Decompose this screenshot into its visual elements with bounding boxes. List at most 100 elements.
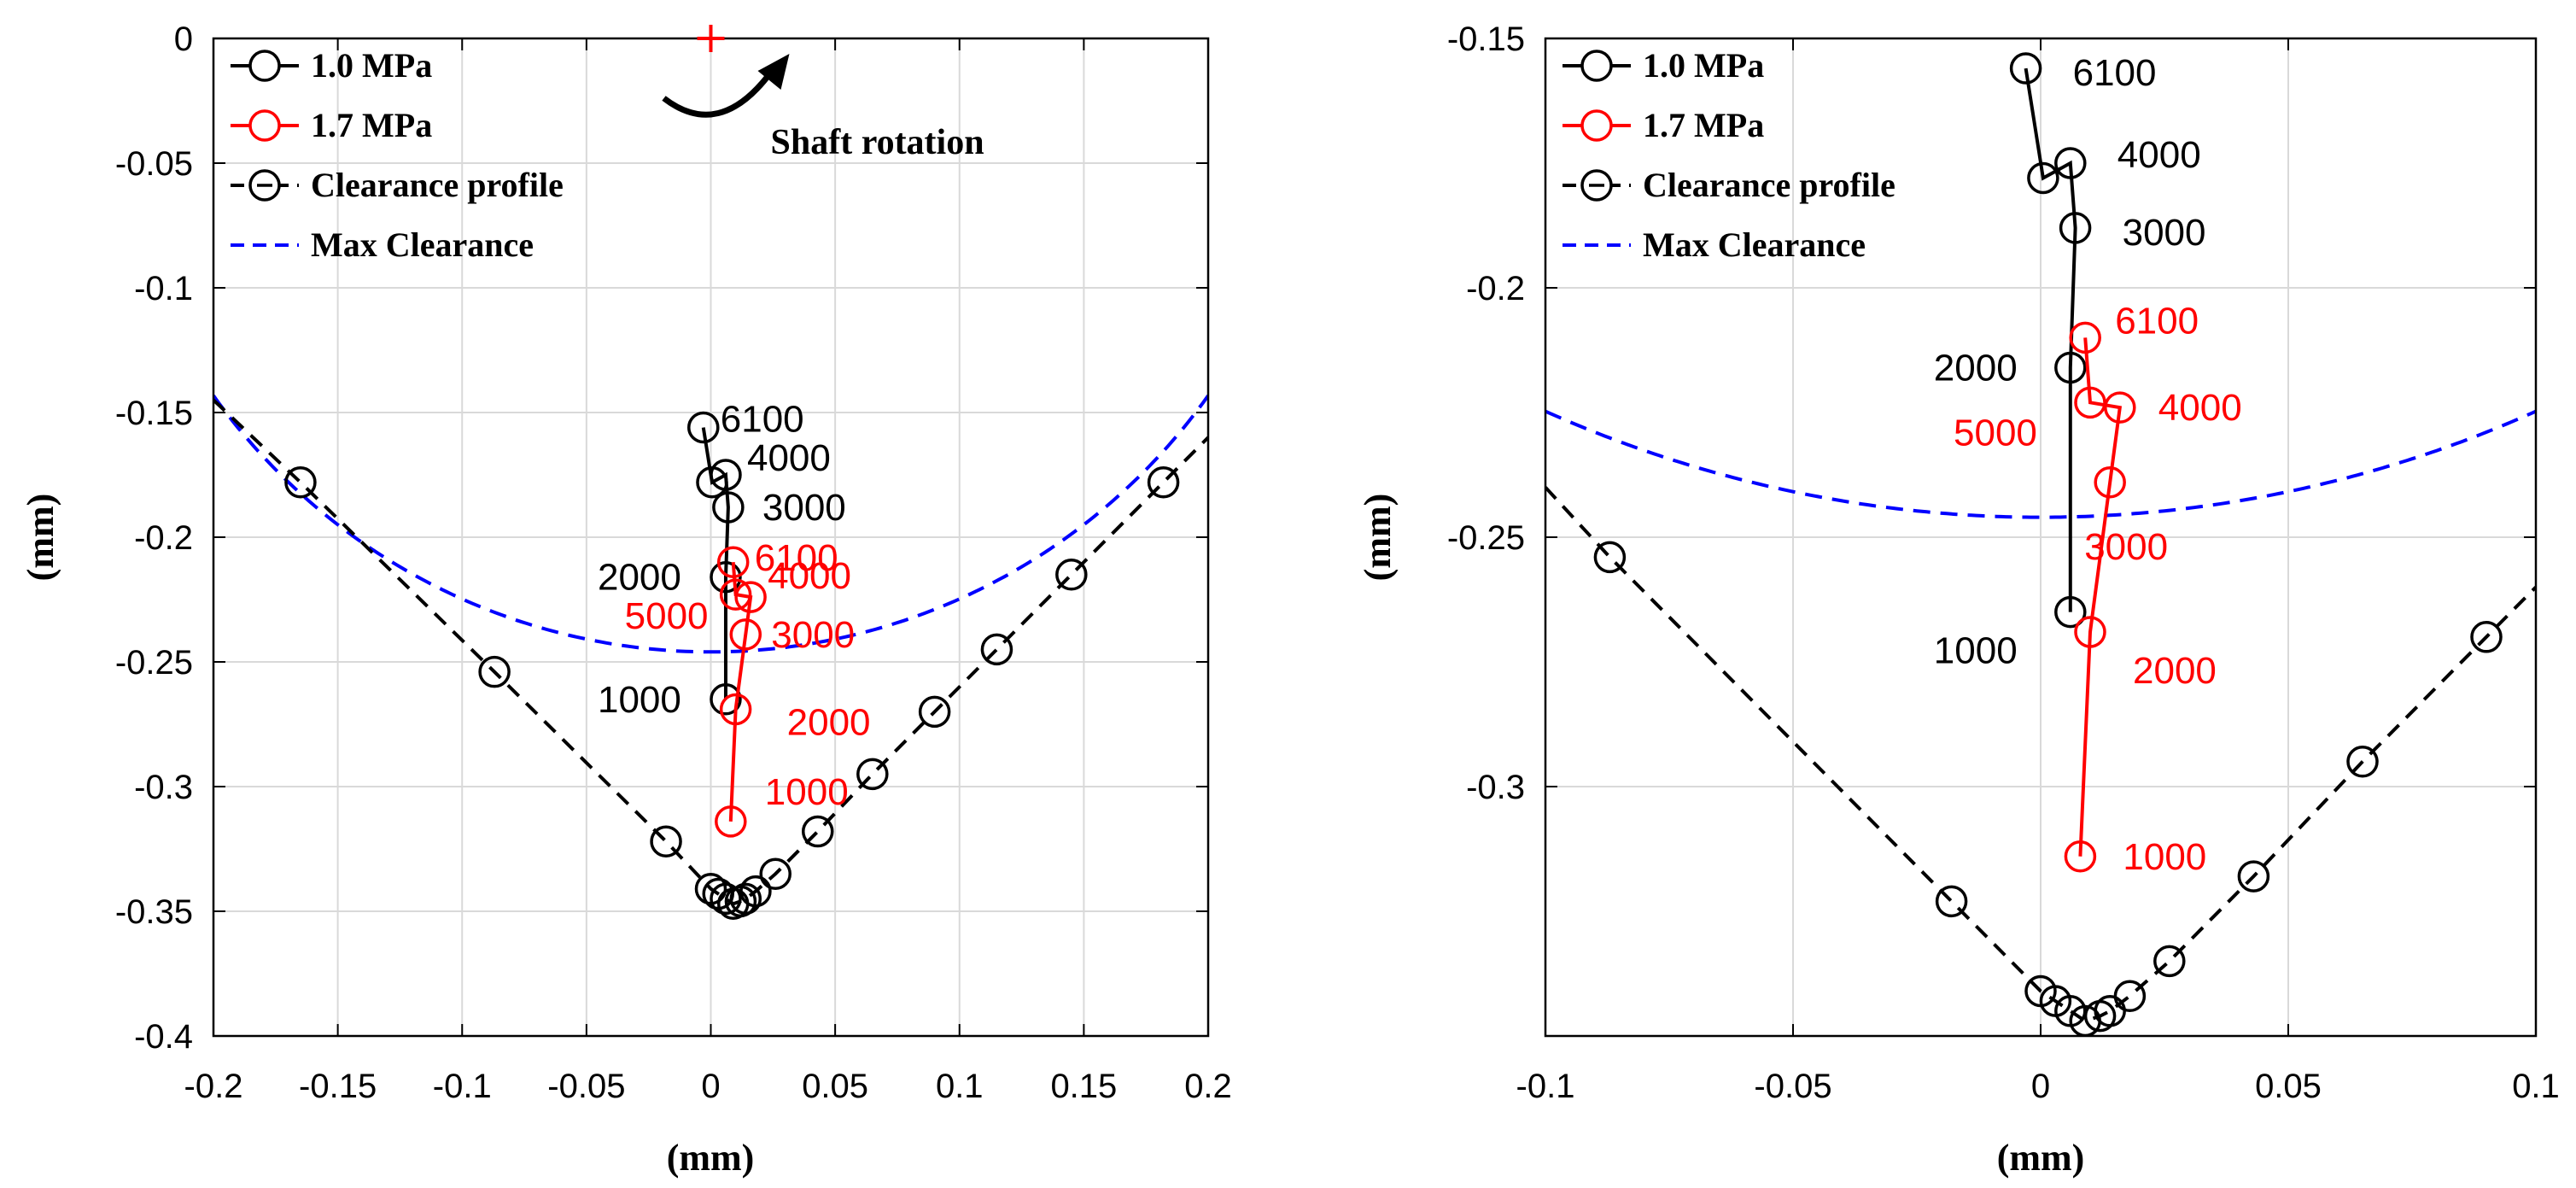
- data-label: 3000: [2123, 212, 2206, 254]
- data-label: 5000: [1954, 412, 2037, 454]
- data-label: 6100: [2115, 300, 2199, 342]
- series-1-0mpa-point: [2059, 212, 2092, 244]
- y-tick-label: -0.2: [1466, 270, 1525, 307]
- max-clearance-line: [1545, 409, 2536, 519]
- x-tick-label: 0.05: [802, 1068, 868, 1105]
- clearance-profile-point: [759, 857, 791, 890]
- data-label: 4000: [2117, 134, 2201, 176]
- series-1-7mpa-point: [2074, 616, 2106, 648]
- data-label: 3000: [771, 614, 855, 656]
- series-1-0mpa-point: [2054, 595, 2087, 629]
- data-label: 1000: [598, 679, 681, 721]
- clearance-profile-point: [801, 815, 834, 848]
- y-tick-label: -0.25: [115, 644, 193, 682]
- chart-panel-1: -0.2 -0.15 -0.1 -0.05 0 0.05 0.1 0.15 0.2 0 -0.05 -…: [20, 20, 1232, 1179]
- y-axis-label: (mm): [20, 494, 61, 582]
- legend-label: 1.7 MPa: [311, 106, 432, 144]
- x-tick-label: 0.2: [1184, 1068, 1232, 1105]
- clearance-profile-point: [1147, 466, 1180, 499]
- clearance-profile-point: [739, 875, 772, 908]
- data-label: 2000: [1934, 347, 2018, 389]
- clearance-profile-point: [1055, 559, 1088, 591]
- data-label: 3000: [762, 487, 846, 529]
- x-tick-label: 0.1: [2512, 1068, 2560, 1105]
- series-1-0mpa-point: [710, 683, 742, 716]
- series-1-0mpa-point: [2027, 161, 2059, 195]
- series-1-7mpa-point: [2069, 321, 2101, 354]
- series-1-0mpa-point: [696, 466, 728, 499]
- x-tick-label: -0.1: [433, 1068, 492, 1105]
- series-1-0mpa-point: [2054, 147, 2087, 179]
- series-1-0mpa-point: [2009, 52, 2042, 85]
- x-tick-label: 0: [2031, 1068, 2050, 1105]
- y-tick-label: 0: [174, 20, 193, 58]
- plot-area: [213, 395, 1208, 920]
- clearance-profile-point: [2153, 945, 2186, 978]
- series-1-0mpa-line: [2024, 67, 2077, 612]
- x-tick-label: -0.1: [1516, 1068, 1575, 1105]
- data-label: 1000: [1934, 630, 2018, 672]
- series-1-7mpa-point: [734, 581, 767, 613]
- data-label: 2000: [787, 701, 871, 743]
- clearance-profile-point: [2094, 995, 2126, 1027]
- clearance-profile-point: [729, 882, 762, 916]
- data-label: 4000: [2158, 387, 2242, 429]
- series-1-7mpa-point: [719, 693, 752, 726]
- x-axis-label: (mm): [1997, 1137, 2085, 1179]
- plot-area: [1545, 52, 2536, 1036]
- x-tick-label: -0.05: [547, 1068, 625, 1105]
- legend-label: Clearance profile: [1643, 166, 1895, 204]
- y-tick-label: -0.15: [115, 395, 193, 432]
- x-tick-label: 0.1: [936, 1068, 984, 1105]
- y-tick-label: -0.3: [1466, 769, 1525, 806]
- series-1-0mpa-point: [2054, 351, 2087, 384]
- y-axis-label: (mm): [1357, 494, 1399, 582]
- data-label: 3000: [2084, 526, 2168, 568]
- legend-marker: [248, 50, 281, 82]
- clearance-profile-point: [710, 882, 742, 916]
- axes-box: [1544, 37, 2538, 1038]
- data-label: 1000: [765, 771, 849, 813]
- legend-marker: [248, 109, 281, 142]
- x-tick-label: 0.05: [2255, 1068, 2322, 1105]
- clearance-profile-point: [856, 758, 889, 791]
- data-label: 6100: [2073, 52, 2157, 94]
- clearance-profile-point: [1935, 885, 1968, 918]
- y-tick-label: -0.05: [115, 145, 193, 183]
- series-1-0mpa-point: [687, 411, 720, 444]
- series-1-7mpa-point: [719, 578, 752, 611]
- shaft-rotation-label: Shaft rotation: [771, 123, 984, 162]
- x-tick-label: -0.05: [1754, 1068, 1831, 1105]
- series-1-7mpa-point: [716, 546, 750, 578]
- legend-marker: [1580, 109, 1613, 142]
- data-label: 2000: [598, 557, 681, 599]
- clearance-profile-point: [478, 655, 511, 688]
- clearance-profile-point: [2346, 746, 2379, 778]
- clearance-profile-point: [2237, 860, 2270, 892]
- clearance-profile-point: [284, 466, 317, 499]
- y-tick-label: -0.35: [115, 893, 193, 931]
- data-label: 1000: [2123, 836, 2206, 878]
- series-1-0mpa-point: [712, 491, 745, 524]
- data-label: 6100: [755, 537, 838, 579]
- clearance-profile-point: [650, 825, 682, 857]
- y-tick-label: -0.2: [134, 519, 193, 557]
- series-1-0mpa-point: [710, 560, 742, 594]
- data-label: 5000: [625, 595, 709, 637]
- legend-label: Max Clearance: [1643, 225, 1866, 264]
- legend-label: 1.0 MPa: [311, 46, 432, 85]
- legend-label: Clearance profile: [311, 166, 564, 204]
- legend-label: 1.0 MPa: [1643, 46, 1764, 85]
- series-1-7mpa-point: [2094, 466, 2126, 499]
- y-tick-label: -0.4: [134, 1018, 193, 1056]
- series-1-7mpa-point: [729, 618, 762, 651]
- data-label: 4000: [768, 555, 851, 597]
- rotation-arrowhead-icon: [757, 54, 790, 90]
- chart-panel-2: -0.1 -0.05 0 0.05 0.1 -0.15 -0.2 -0.25 -0.3 1000 2…: [1357, 20, 2560, 1179]
- clearance-profile-point: [2113, 980, 2147, 1013]
- data-label: 6100: [721, 399, 804, 441]
- x-tick-label: 0.15: [1050, 1068, 1117, 1105]
- series-1-7mpa-point: [715, 805, 747, 838]
- series-1-7mpa-line: [728, 562, 753, 822]
